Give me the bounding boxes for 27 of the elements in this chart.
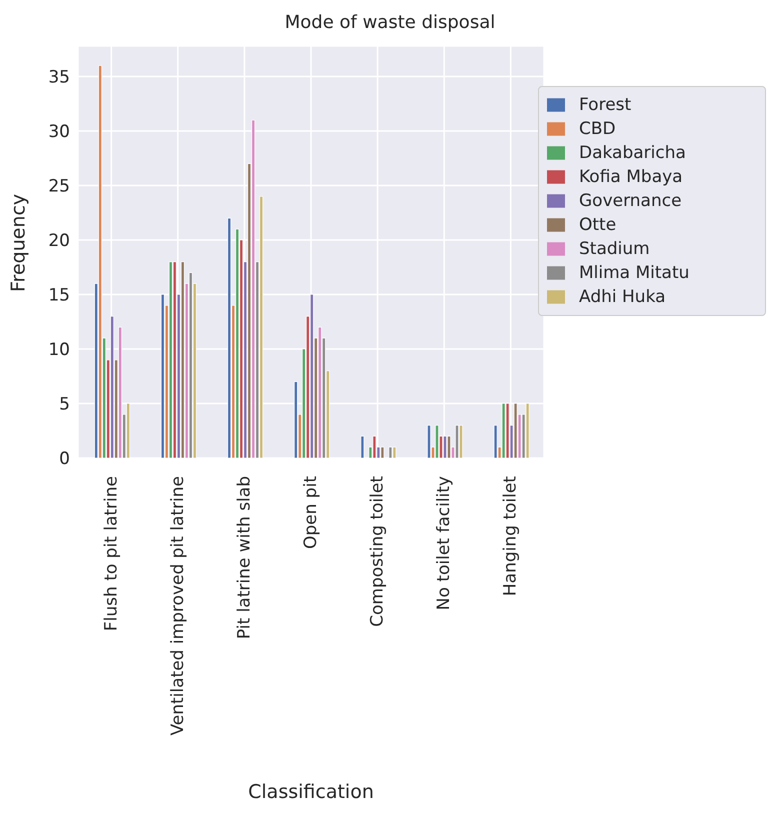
chart-title: Mode of waste disposal <box>284 11 496 35</box>
y-tick-label: 5 <box>59 394 70 415</box>
legend-label: Kofia Mbaya <box>579 167 683 187</box>
x-tick-label: Flush to pit latrine <box>101 476 122 632</box>
y-tick-label: 35 <box>48 68 70 88</box>
legend-label: Governance <box>579 191 682 211</box>
legend-label: Dakabaricha <box>579 143 686 163</box>
x-axis-title: Classification <box>248 781 374 803</box>
x-tick-label: Composting toilet <box>368 476 388 627</box>
legend-label: Otte <box>579 215 616 235</box>
y-tick-label: 0 <box>59 449 70 470</box>
x-tick-label: Hanging toilet <box>500 476 521 596</box>
y-axis-title: Frequency <box>8 194 30 292</box>
legend-label: Stadium <box>579 239 650 259</box>
y-tick-label: 25 <box>48 176 70 197</box>
y-tick-label: 10 <box>48 340 70 360</box>
x-tick-label: No toilet facility <box>434 476 454 610</box>
legend-label: Forest <box>579 95 632 115</box>
legend-label: Adhi Huka <box>579 287 666 307</box>
x-tick-label: Pit latrine with slab <box>234 476 254 640</box>
legend-label: CBD <box>579 119 616 139</box>
y-tick-label: 20 <box>48 231 70 252</box>
y-tick-label: 30 <box>48 122 70 142</box>
x-tick-label: Open pit <box>301 476 321 549</box>
legend-label: Mlima Mitatu <box>579 263 690 283</box>
x-tick-label: Ventilated improved pit latrine <box>168 476 188 736</box>
y-tick-label: 15 <box>48 286 70 306</box>
